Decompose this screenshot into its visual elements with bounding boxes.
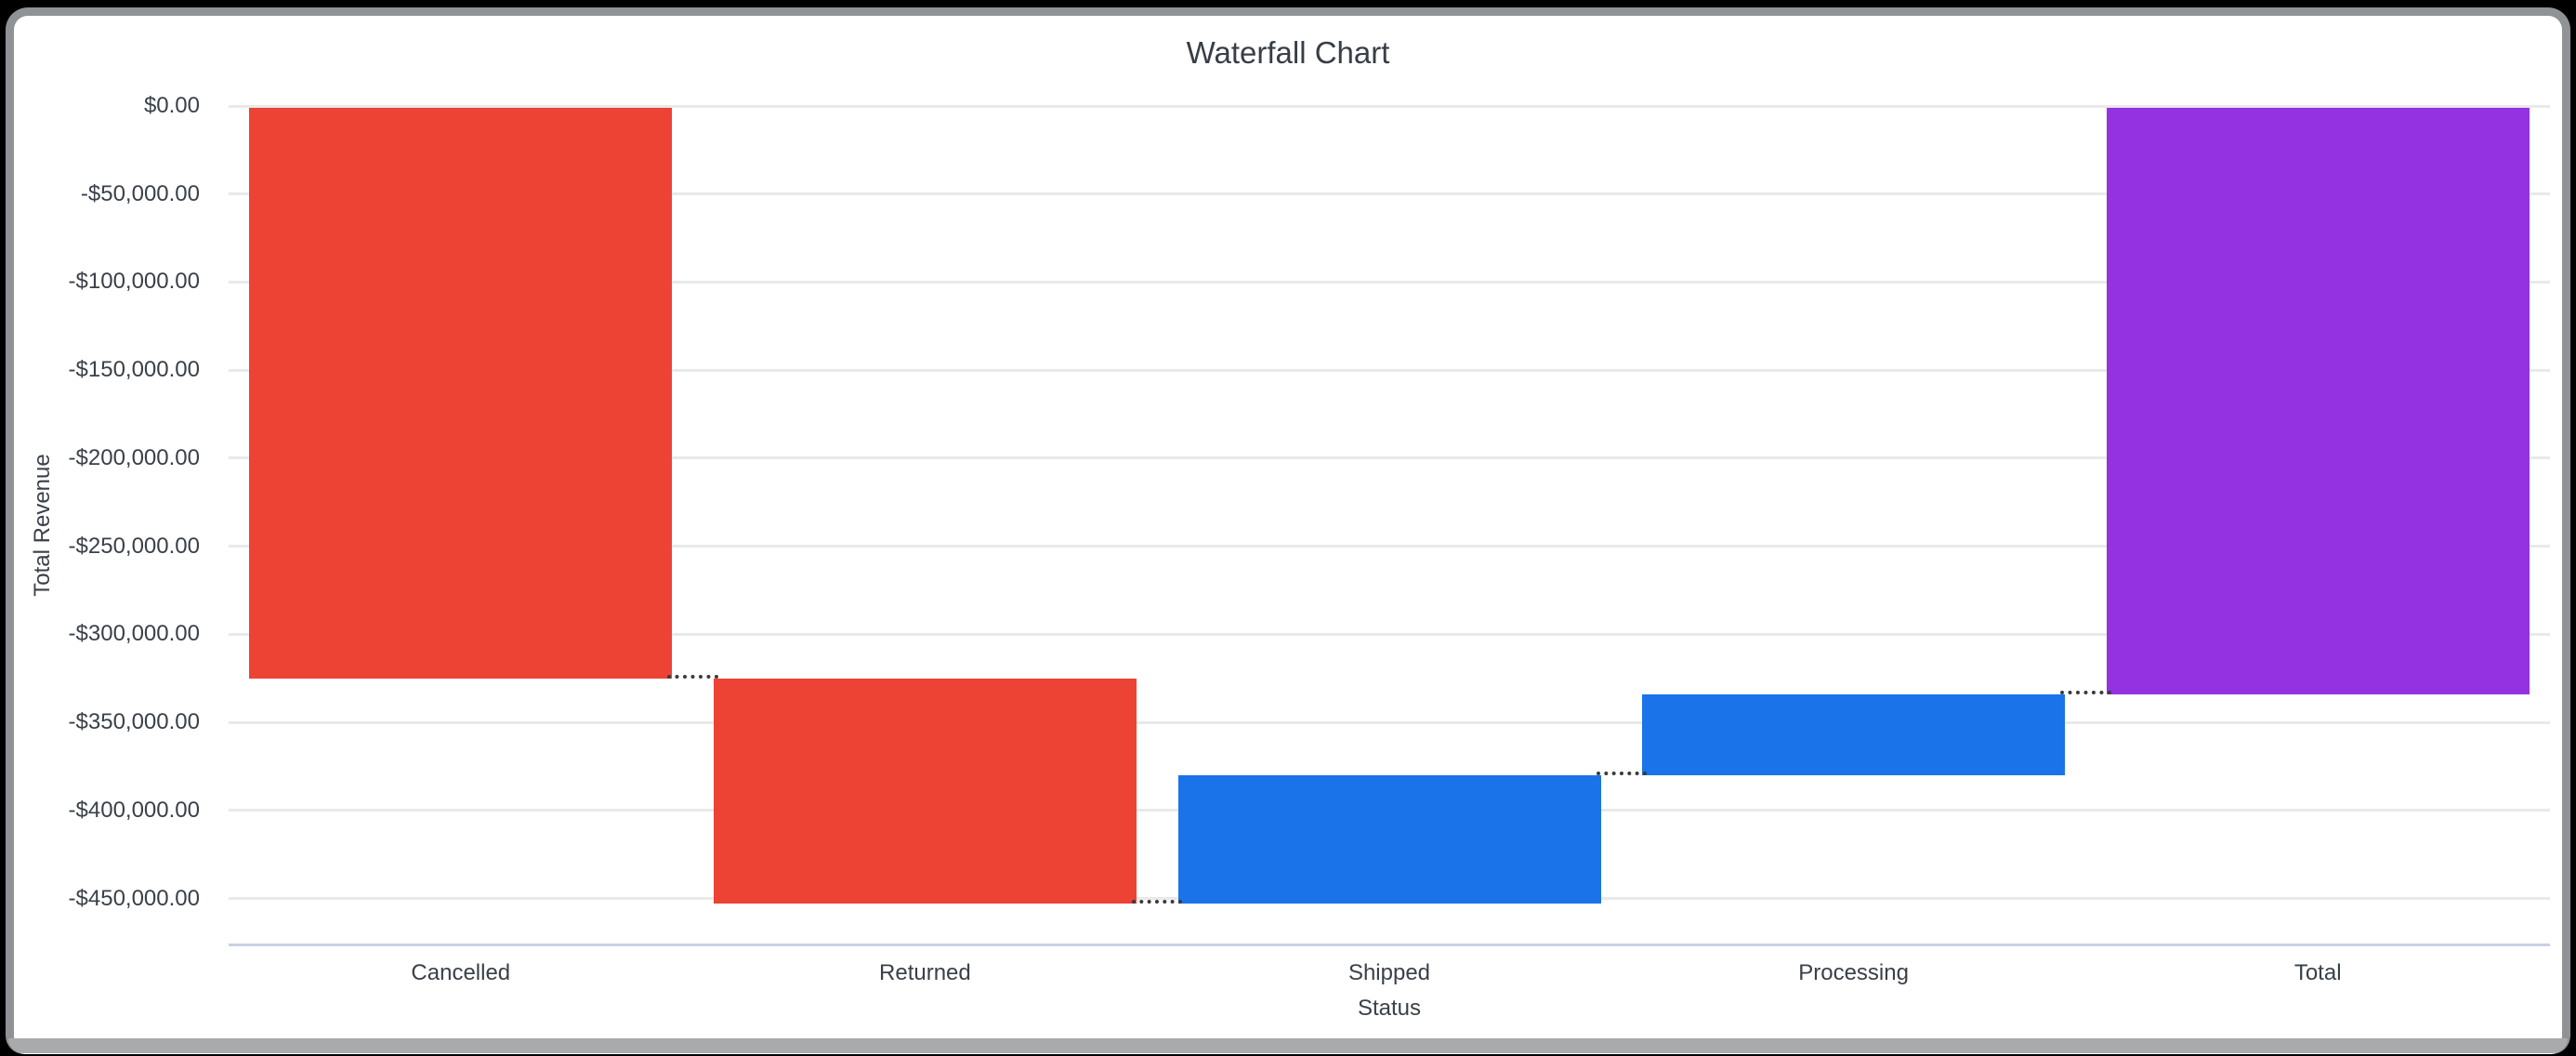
- waterfall-connector: [667, 674, 718, 679]
- chart-title: Waterfall Chart: [1186, 35, 1390, 70]
- x-tick-label: Total: [2293, 960, 2342, 985]
- bar-returned[interactable]: [713, 678, 1137, 904]
- bar-processing[interactable]: [1642, 693, 2066, 776]
- gridline: [229, 456, 2550, 460]
- bar-total[interactable]: [2106, 108, 2530, 694]
- y-tick-label: -$300,000.00: [68, 621, 200, 647]
- gridline: [229, 368, 2550, 372]
- y-tick-label: -$250,000.00: [68, 533, 200, 559]
- y-tick-label: -$400,000.00: [68, 797, 200, 823]
- x-axis-line: [229, 943, 2550, 946]
- waterfall-connector: [1131, 900, 1183, 904]
- x-axis-title: Status: [1357, 996, 1422, 1021]
- y-axis-title: Total Revenue: [30, 454, 55, 597]
- gridline: [229, 192, 2550, 196]
- y-tick-label: -$50,000.00: [80, 180, 200, 206]
- x-tick-label: Cancelled: [411, 960, 511, 985]
- window-bottom-bar: [8, 1038, 2568, 1053]
- bar-shipped[interactable]: [1177, 775, 1601, 904]
- y-tick-label: $0.00: [143, 93, 200, 118]
- gridline: [229, 720, 2550, 724]
- gridline: [229, 104, 2550, 108]
- y-tick-label: -$450,000.00: [68, 885, 200, 911]
- gridline: [229, 545, 2550, 548]
- y-tick-label: -$100,000.00: [68, 269, 200, 295]
- y-tick-label: -$150,000.00: [68, 357, 200, 383]
- bar-cancelled[interactable]: [249, 108, 673, 679]
- gridline: [229, 632, 2550, 636]
- y-tick-label: -$200,000.00: [68, 444, 200, 470]
- x-tick-label: Returned: [879, 960, 971, 985]
- waterfall-connector: [2060, 690, 2111, 694]
- waterfall-connector: [1596, 772, 1648, 776]
- gridline: [229, 280, 2550, 284]
- y-tick-label: -$350,000.00: [68, 709, 200, 735]
- x-tick-label: Shipped: [1347, 960, 1431, 985]
- x-tick-label: Processing: [1798, 960, 1909, 985]
